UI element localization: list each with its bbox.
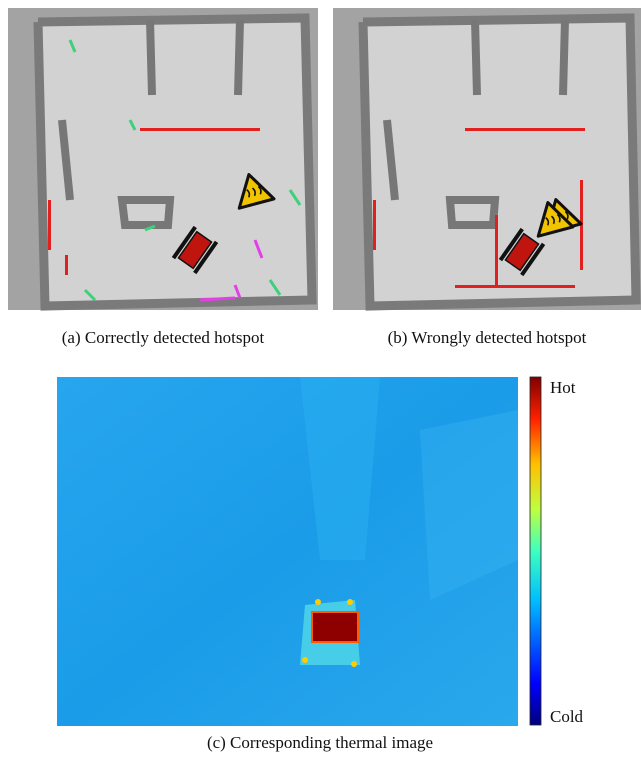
caption-b: (b) Wrongly detected hotspot xyxy=(388,328,587,347)
thermal-image xyxy=(57,377,518,726)
colorbar xyxy=(530,377,541,725)
caption-a: (a) Correctly detected hotspot xyxy=(62,328,265,347)
map-b xyxy=(333,8,641,310)
caption-c: (c) Corresponding thermal image xyxy=(207,733,433,752)
map-a xyxy=(8,8,318,310)
colorbar-max-label: Hot xyxy=(550,378,576,397)
colorbar-min-label: Cold xyxy=(550,707,584,726)
figure: (a) Correctly detected hotspot (b) Wrong… xyxy=(0,0,641,759)
